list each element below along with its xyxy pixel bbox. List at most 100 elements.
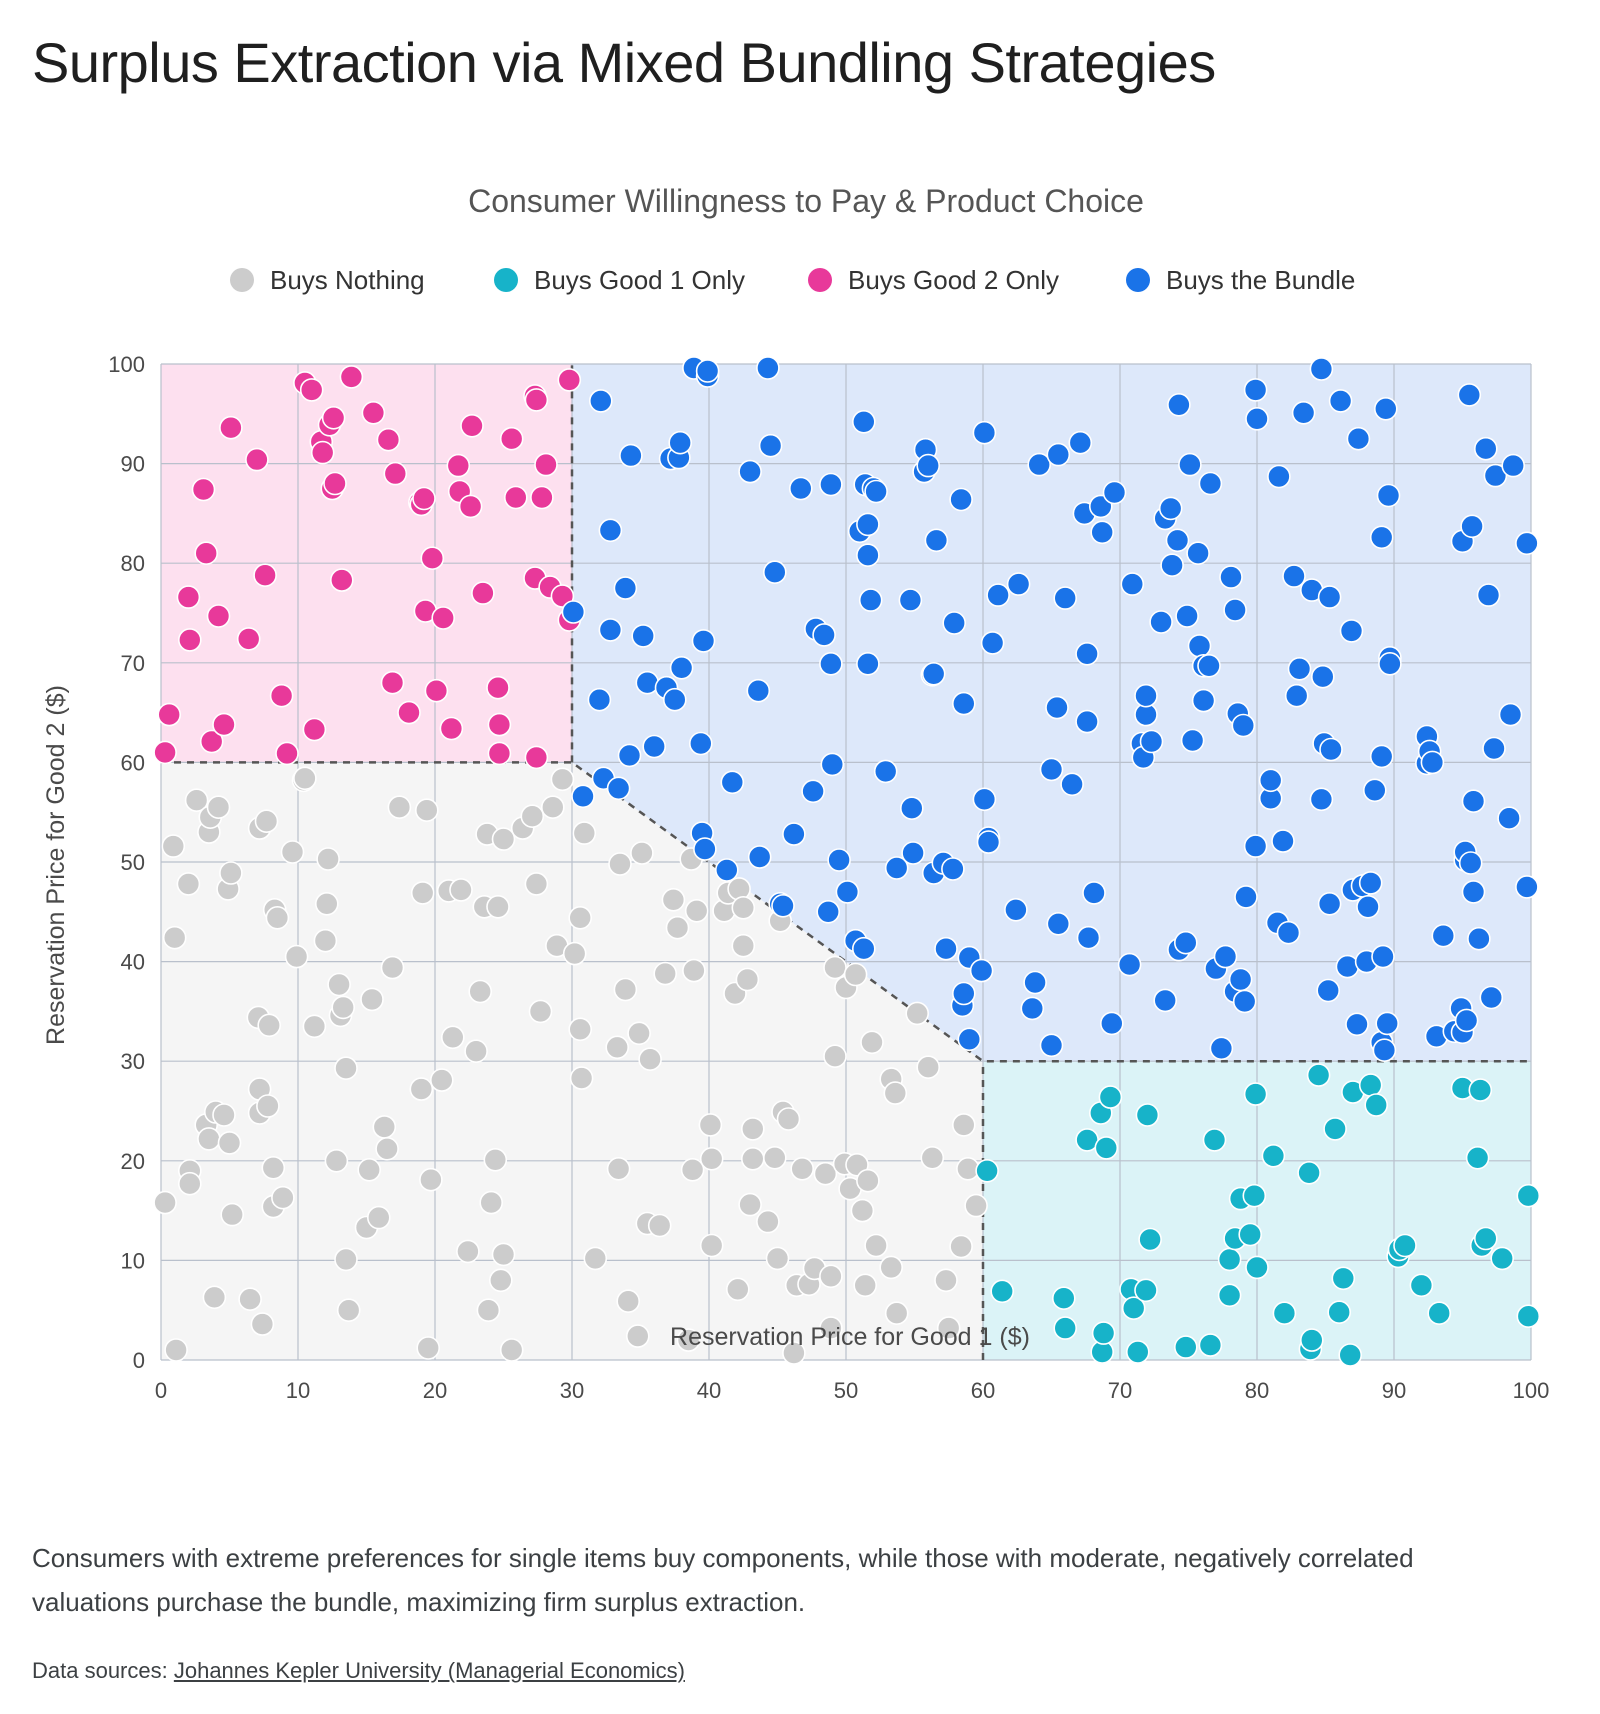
point-buys-good-1-only	[1474, 1226, 1498, 1251]
point-buys-the-bundle	[812, 623, 836, 647]
point-buys-good-1-only	[1202, 1128, 1227, 1152]
point-buys-the-bundle	[1120, 572, 1145, 596]
point-buys-good-1-only	[1516, 1183, 1541, 1208]
point-buys-nothing	[630, 841, 654, 865]
point-buys-the-bundle	[921, 661, 946, 686]
legend-label: Buys Good 2 Only	[848, 265, 1059, 295]
point-buys-the-bundle	[613, 576, 638, 600]
point-buys-good-2-only	[486, 675, 510, 700]
point-buys-nothing	[336, 1298, 361, 1322]
point-buys-good-2-only	[176, 585, 201, 609]
point-buys-the-bundle	[747, 845, 772, 869]
point-buys-nothing	[334, 1247, 358, 1272]
data-points	[153, 356, 1541, 1367]
x-tick-label: 10	[286, 1378, 310, 1403]
point-buys-good-1-only	[1393, 1233, 1417, 1258]
point-buys-nothing	[238, 1287, 262, 1311]
point-buys-the-bundle	[1186, 541, 1210, 566]
point-buys-the-bundle	[1020, 996, 1045, 1021]
point-buys-nothing	[449, 878, 473, 902]
point-buys-the-bundle	[1420, 750, 1445, 775]
point-buys-nothing	[488, 1268, 513, 1293]
point-buys-the-bundle	[986, 583, 1010, 607]
point-buys-nothing	[327, 972, 351, 997]
point-buys-good-1-only	[1331, 1266, 1356, 1291]
point-buys-nothing	[486, 894, 510, 919]
point-buys-the-bundle	[1039, 757, 1064, 782]
point-buys-the-bundle	[951, 691, 976, 716]
point-buys-the-bundle	[1483, 463, 1508, 488]
y-tick-label: 90	[121, 452, 145, 477]
point-buys-good-1-only	[1516, 1304, 1541, 1328]
point-buys-good-1-only	[1409, 1273, 1434, 1298]
point-buys-nothing	[905, 1001, 930, 1026]
point-buys-the-bundle	[1245, 406, 1269, 431]
point-buys-good-2-only	[524, 745, 549, 770]
point-buys-the-bundle	[949, 487, 973, 512]
point-buys-nothing	[178, 1171, 202, 1196]
point-buys-the-bundle	[1117, 952, 1142, 977]
point-buys-the-bundle	[941, 857, 965, 881]
point-buys-the-bundle	[942, 611, 967, 635]
point-buys-nothing	[254, 809, 279, 834]
point-buys-good-1-only	[1091, 1321, 1116, 1345]
point-buys-nothing	[380, 955, 405, 980]
point-buys-nothing	[731, 933, 756, 958]
point-buys-nothing	[161, 834, 186, 858]
point-buys-nothing	[357, 1157, 382, 1182]
chart-caption: Consumers with extreme preferences for s…	[32, 1543, 1414, 1617]
point-buys-nothing	[568, 905, 593, 930]
y-tick-label: 70	[121, 651, 145, 676]
point-buys-the-bundle	[969, 958, 994, 983]
point-buys-the-bundle	[1319, 737, 1343, 762]
point-buys-the-bundle	[1369, 744, 1394, 769]
point-buys-good-2-only	[431, 606, 456, 630]
point-buys-good-1-only	[990, 1279, 1015, 1304]
point-buys-good-1-only	[1245, 1255, 1269, 1280]
point-buys-the-bundle	[1316, 978, 1340, 1003]
point-buys-nothing	[419, 1167, 443, 1192]
point-buys-nothing	[583, 1246, 608, 1271]
point-buys-good-2-only	[236, 627, 261, 651]
point-buys-the-bundle	[1076, 925, 1101, 950]
point-buys-the-bundle	[819, 651, 843, 676]
point-buys-nothing	[951, 1113, 976, 1137]
point-buys-the-bundle	[1100, 1011, 1124, 1036]
point-buys-nothing	[661, 887, 686, 912]
point-buys-the-bundle	[1231, 713, 1256, 738]
point-buys-the-bundle	[1068, 430, 1093, 455]
point-buys-good-1-only	[1465, 1145, 1490, 1170]
point-buys-nothing	[520, 804, 545, 829]
point-buys-the-bundle	[1039, 1033, 1064, 1058]
point-buys-the-bundle	[1175, 604, 1199, 628]
point-buys-good-1-only	[1094, 1136, 1119, 1160]
point-buys-nothing	[261, 1155, 286, 1180]
y-tick-label: 100	[108, 352, 145, 377]
point-buys-nothing	[920, 1145, 945, 1170]
point-buys-the-bundle	[1284, 683, 1309, 708]
point-buys-good-2-only	[397, 700, 421, 725]
point-buys-nothing	[916, 1055, 941, 1080]
point-buys-the-bundle	[827, 848, 851, 872]
point-buys-nothing	[676, 1328, 701, 1352]
y-tick-label: 30	[121, 1049, 145, 1074]
point-buys-nothing	[879, 1255, 904, 1280]
point-buys-good-2-only	[323, 471, 347, 496]
point-buys-nothing	[479, 1190, 504, 1215]
point-buys-good-1-only	[1126, 1340, 1150, 1364]
point-buys-the-bundle	[816, 899, 841, 924]
y-tick-label: 0	[133, 1348, 145, 1373]
source-link[interactable]: Johannes Kepler University (Managerial E…	[173, 1658, 685, 1683]
point-buys-the-bundle	[642, 734, 667, 759]
point-buys-the-bundle	[1243, 834, 1268, 858]
point-buys-nothing	[936, 1316, 961, 1340]
point-buys-the-bundle	[856, 512, 880, 537]
x-tick-label: 20	[423, 1378, 447, 1403]
point-buys-nothing	[468, 979, 493, 1004]
point-buys-nothing	[790, 1156, 815, 1181]
point-buys-the-bundle	[691, 629, 716, 653]
point-buys-the-bundle	[1460, 514, 1484, 539]
point-buys-nothing	[680, 1157, 705, 1182]
point-buys-good-1-only	[1217, 1247, 1242, 1272]
legend-label: Buys the Bundle	[1166, 265, 1355, 295]
